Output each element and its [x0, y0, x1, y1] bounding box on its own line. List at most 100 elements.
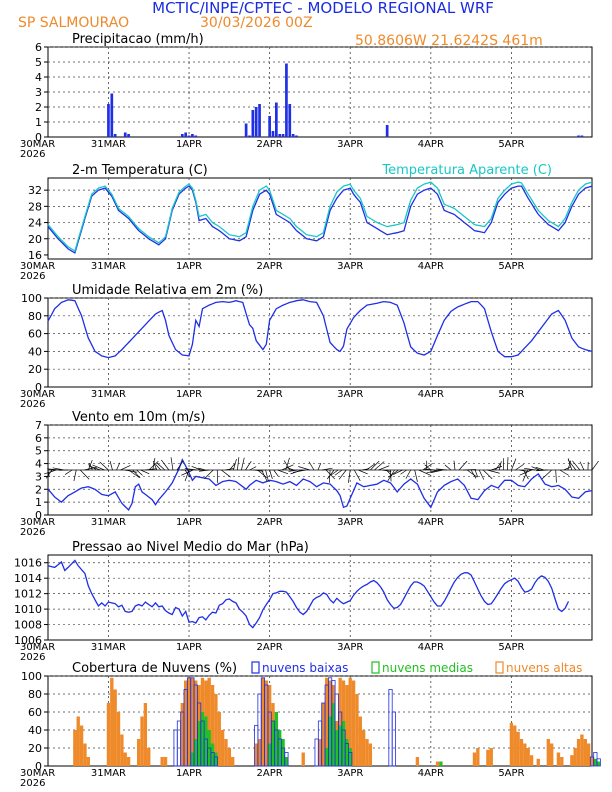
wind-arrow: [572, 460, 581, 471]
y-tick-label: 32: [28, 184, 42, 197]
cloud-bar: [570, 755, 574, 766]
x-tick-label: 2APR: [257, 517, 283, 528]
y-tick-label: 6: [35, 432, 42, 445]
cloud-bar: [194, 739, 198, 766]
precip-bar: [288, 104, 292, 137]
cloud-bar: [227, 748, 232, 766]
y-tick-label: 1006: [14, 634, 42, 647]
wind-arrow: [444, 464, 452, 471]
wind-arrow: [374, 461, 385, 471]
legend-label: nuvens baixas: [262, 661, 348, 675]
wind-arrow: [388, 469, 399, 478]
precip-bar: [110, 93, 114, 137]
cloud-bar: [580, 734, 584, 766]
wind-arrow: [249, 466, 257, 471]
cloud-bar: [214, 694, 218, 766]
y-tick-label: 20: [28, 742, 42, 755]
precip-bar: [295, 135, 298, 137]
wind-arrow: [191, 465, 202, 471]
wind-arrow: [152, 457, 156, 471]
x-tick-label: 5APR: [498, 261, 524, 272]
cloud-bar: [338, 725, 342, 766]
x-tick-label: 31MAR: [91, 768, 126, 779]
precip-bar: [275, 102, 278, 137]
cloud-bar: [325, 748, 329, 766]
cloud-bar: [261, 677, 265, 766]
wind-arrow: [308, 461, 315, 471]
cloud-bar: [79, 725, 84, 766]
x-tick-label: 31MAR: [91, 642, 126, 653]
wind-arrow: [328, 469, 331, 483]
wind-arrow: [156, 462, 166, 471]
legend-swatch: [495, 661, 504, 674]
wind-arrow: [128, 469, 140, 478]
x-tick-year: 2026: [20, 399, 45, 410]
cloud-bar: [274, 712, 279, 766]
panel-title: Umidade Relativa em 2m (%): [72, 283, 263, 298]
cloud-bar: [190, 752, 195, 766]
wind-arrow: [116, 462, 121, 471]
x-tick-label: 3APR: [337, 389, 363, 400]
cloud-bar: [415, 757, 420, 766]
y-tick-label: 20: [28, 233, 42, 246]
y-tick-label: 24: [28, 217, 42, 230]
wind-arrow: [567, 459, 577, 471]
y-tick-label: 5: [35, 56, 42, 69]
cloud-bar: [106, 703, 111, 766]
wind-arrow: [458, 460, 468, 471]
wind-arrow: [563, 466, 571, 471]
x-tick-label: 4APR: [418, 642, 444, 653]
wind-arrow: [482, 469, 493, 480]
chart-header: MCTIC/INPE/CPTEC - MODELO REGIONAL WRF S…: [18, 0, 543, 49]
x-tick-label: 4APR: [418, 261, 444, 272]
y-tick-label: 100: [21, 670, 42, 683]
x-tick-label: 1APR: [176, 642, 202, 653]
cloud-bar: [351, 680, 356, 766]
cloud-bar: [160, 757, 164, 766]
wind-arrow: [418, 469, 431, 476]
header-run: 30/03/2026 00Z: [200, 15, 313, 31]
precip-bar: [281, 134, 285, 137]
cloud-bar: [123, 752, 127, 766]
cloud-bar: [318, 739, 322, 766]
cloud-bar: [314, 738, 319, 767]
panel-title: Precipitacao (mm/h): [72, 32, 204, 47]
wind-arrow: [498, 461, 502, 471]
wind-arrow: [331, 469, 339, 476]
x-tick-label: 30MAR: [20, 517, 55, 528]
cloud-bar: [264, 680, 268, 766]
y-tick-label: 4: [35, 71, 42, 84]
precip-bar: [278, 134, 282, 137]
y-tick-label: 80: [28, 310, 42, 323]
precip-bar: [191, 134, 194, 137]
cloud-bar: [176, 720, 182, 767]
y-tick-label: 1012: [14, 588, 42, 601]
cloud-bar: [550, 743, 554, 766]
panel-title: Pressao ao Nivel Medio do Mar (hPa): [72, 540, 309, 555]
wind-arrow: [495, 463, 501, 471]
precip-bar: [127, 134, 130, 137]
wind-arrow: [405, 469, 411, 479]
wind-arrow: [515, 463, 524, 471]
cloud-bar: [210, 743, 215, 766]
cloud-bar: [509, 722, 514, 766]
y-tick-label: 40: [28, 345, 42, 358]
cloud-bar: [368, 743, 373, 766]
x-tick-label: 1APR: [176, 261, 202, 272]
y-tick-label: 0: [35, 509, 42, 522]
cloud-bar: [560, 757, 564, 766]
cloud-bar: [391, 711, 396, 767]
cloud-bar: [140, 716, 144, 766]
wind-arrow: [285, 457, 290, 471]
cloud-bar: [328, 716, 332, 766]
wind-arrow: [466, 469, 478, 478]
wind-arrow: [426, 469, 439, 474]
cloud-bar: [435, 761, 440, 766]
wind-arrow: [120, 465, 131, 471]
cloud-bar: [284, 757, 289, 766]
cloud-bar: [86, 757, 90, 766]
cloud-bar: [267, 685, 272, 766]
